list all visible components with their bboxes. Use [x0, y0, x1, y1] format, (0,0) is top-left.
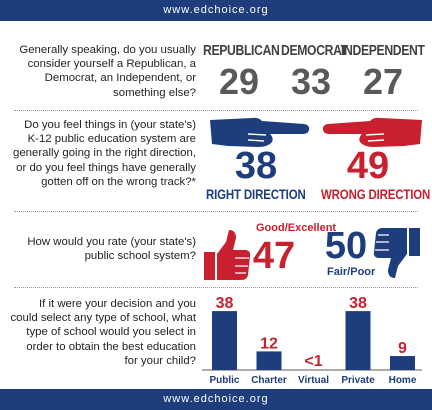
- direction-question: Do you feel things in (your state's) K-1…: [13, 119, 196, 188]
- rating-question: How would you rate (your state's) public…: [27, 236, 196, 263]
- party-value-republican: 29: [218, 61, 260, 102]
- data-label-home: 9: [398, 340, 407, 357]
- bar-public: [212, 311, 237, 370]
- fair-poor-label: Fair/Poor: [327, 266, 376, 278]
- right-direction-value: 38: [234, 145, 278, 187]
- party-label-independent: INDEPENDENT: [341, 43, 425, 59]
- fair-poor-value: 50: [324, 225, 368, 267]
- school-choice-chart: 38 Public 12 Charter <1 Virtual 38 Private 9 Home: [202, 295, 422, 386]
- bar-private: [345, 311, 371, 370]
- header-band: www.edchoice.org: [0, 0, 432, 21]
- pointing-right-hand-icon: [210, 117, 310, 147]
- data-label-charter: 12: [260, 335, 278, 352]
- good-excellent-value: 47: [252, 235, 296, 277]
- tick-label-virtual: Virtual: [298, 375, 329, 386]
- bar-home: [390, 356, 415, 370]
- data-label-private: 38: [349, 295, 367, 312]
- data-label-virtual: <1: [304, 353, 322, 370]
- right-direction-label: RIGHT DIRECTION: [206, 186, 306, 202]
- party-value-independent: 27: [362, 61, 404, 102]
- separator: [14, 110, 418, 111]
- tick-label-home: Home: [389, 375, 417, 386]
- tick-label-public: Public: [209, 375, 239, 386]
- separator: [14, 211, 418, 212]
- party-question: Generally speaking, do you usually consi…: [19, 44, 196, 99]
- separator: [14, 287, 418, 288]
- good-excellent-label: Good/Excellent: [256, 222, 337, 234]
- footer-band: www.edchoice.org: [0, 389, 432, 410]
- pointing-left-hand-icon: [322, 117, 422, 147]
- party-label-democrat: DEMOCRAT: [281, 43, 348, 59]
- data-label-public: 38: [216, 295, 234, 312]
- header-url: www.edchoice.org: [163, 4, 269, 16]
- tick-label-private: Private: [341, 375, 375, 386]
- thumbs-down-icon: [373, 228, 420, 278]
- party-label-republican: REPUBLICAN: [203, 43, 280, 59]
- school-question: If it were your decision and you could s…: [10, 298, 196, 367]
- thumbs-up-icon: [204, 230, 251, 280]
- wrong-direction-label: WRONG DIRECTION: [321, 186, 431, 202]
- party-value-democrat: 33: [290, 61, 332, 102]
- wrong-direction-value: 49: [346, 145, 390, 187]
- footer-url: www.edchoice.org: [163, 393, 269, 405]
- tick-label-charter: Charter: [251, 375, 287, 386]
- bar-charter: [256, 351, 282, 370]
